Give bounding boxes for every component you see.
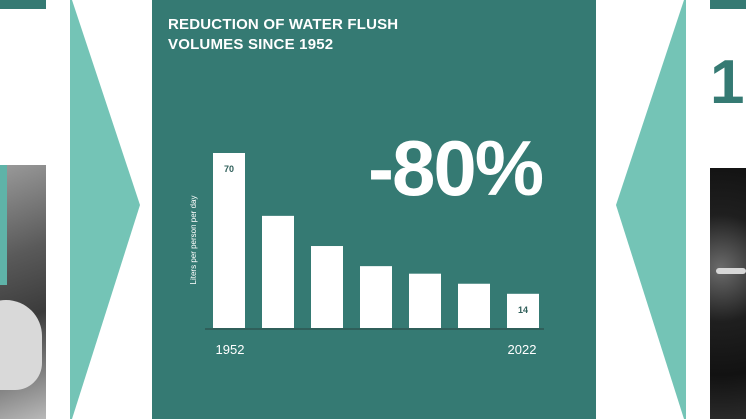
bar-2 (262, 215, 294, 329)
bar-4 (360, 266, 392, 329)
bar-chart: Liters per person per day 70 14 1952 2022 (189, 153, 544, 357)
bar-5 (409, 273, 441, 329)
x-start-label: 1952 (216, 342, 245, 357)
left-accent-bar (0, 0, 46, 9)
right-accent-bar (710, 0, 746, 9)
bar-3 (311, 246, 343, 329)
right-chevron-shape (616, 0, 686, 419)
right-photo-strip: 1 (710, 0, 746, 419)
toilet-bowl-shape (0, 300, 42, 390)
left-chevron-shape (70, 0, 140, 419)
bar-6 (458, 283, 490, 329)
reduction-percentage: -80% (368, 124, 544, 212)
y-axis-label: Liters per person per day (189, 196, 198, 285)
left-chevron-arrow (70, 0, 140, 419)
left-photo-frame (0, 165, 7, 285)
panel-title-line-2: VOLUMES SINCE 1952 (168, 36, 334, 53)
x-end-label: 2022 (508, 342, 537, 357)
right-chevron-arrow (616, 0, 686, 419)
panel-title-line-1: REDUCTION OF WATER FLUSH (168, 16, 399, 33)
bar-1-value-label: 70 (224, 164, 234, 174)
bar-group: 70 14 (213, 153, 539, 329)
left-photo-toilet (0, 0, 46, 419)
bar-7-value-label: 14 (518, 305, 528, 315)
right-photo-highlight (716, 268, 746, 274)
bar-1 (213, 153, 245, 329)
right-big-number: 1 (710, 48, 745, 117)
bar-7 (507, 293, 539, 329)
right-dark-photo (710, 168, 746, 419)
panel-title: REDUCTION OF WATER FLUSH VOLUMES SINCE 1… (168, 15, 468, 55)
